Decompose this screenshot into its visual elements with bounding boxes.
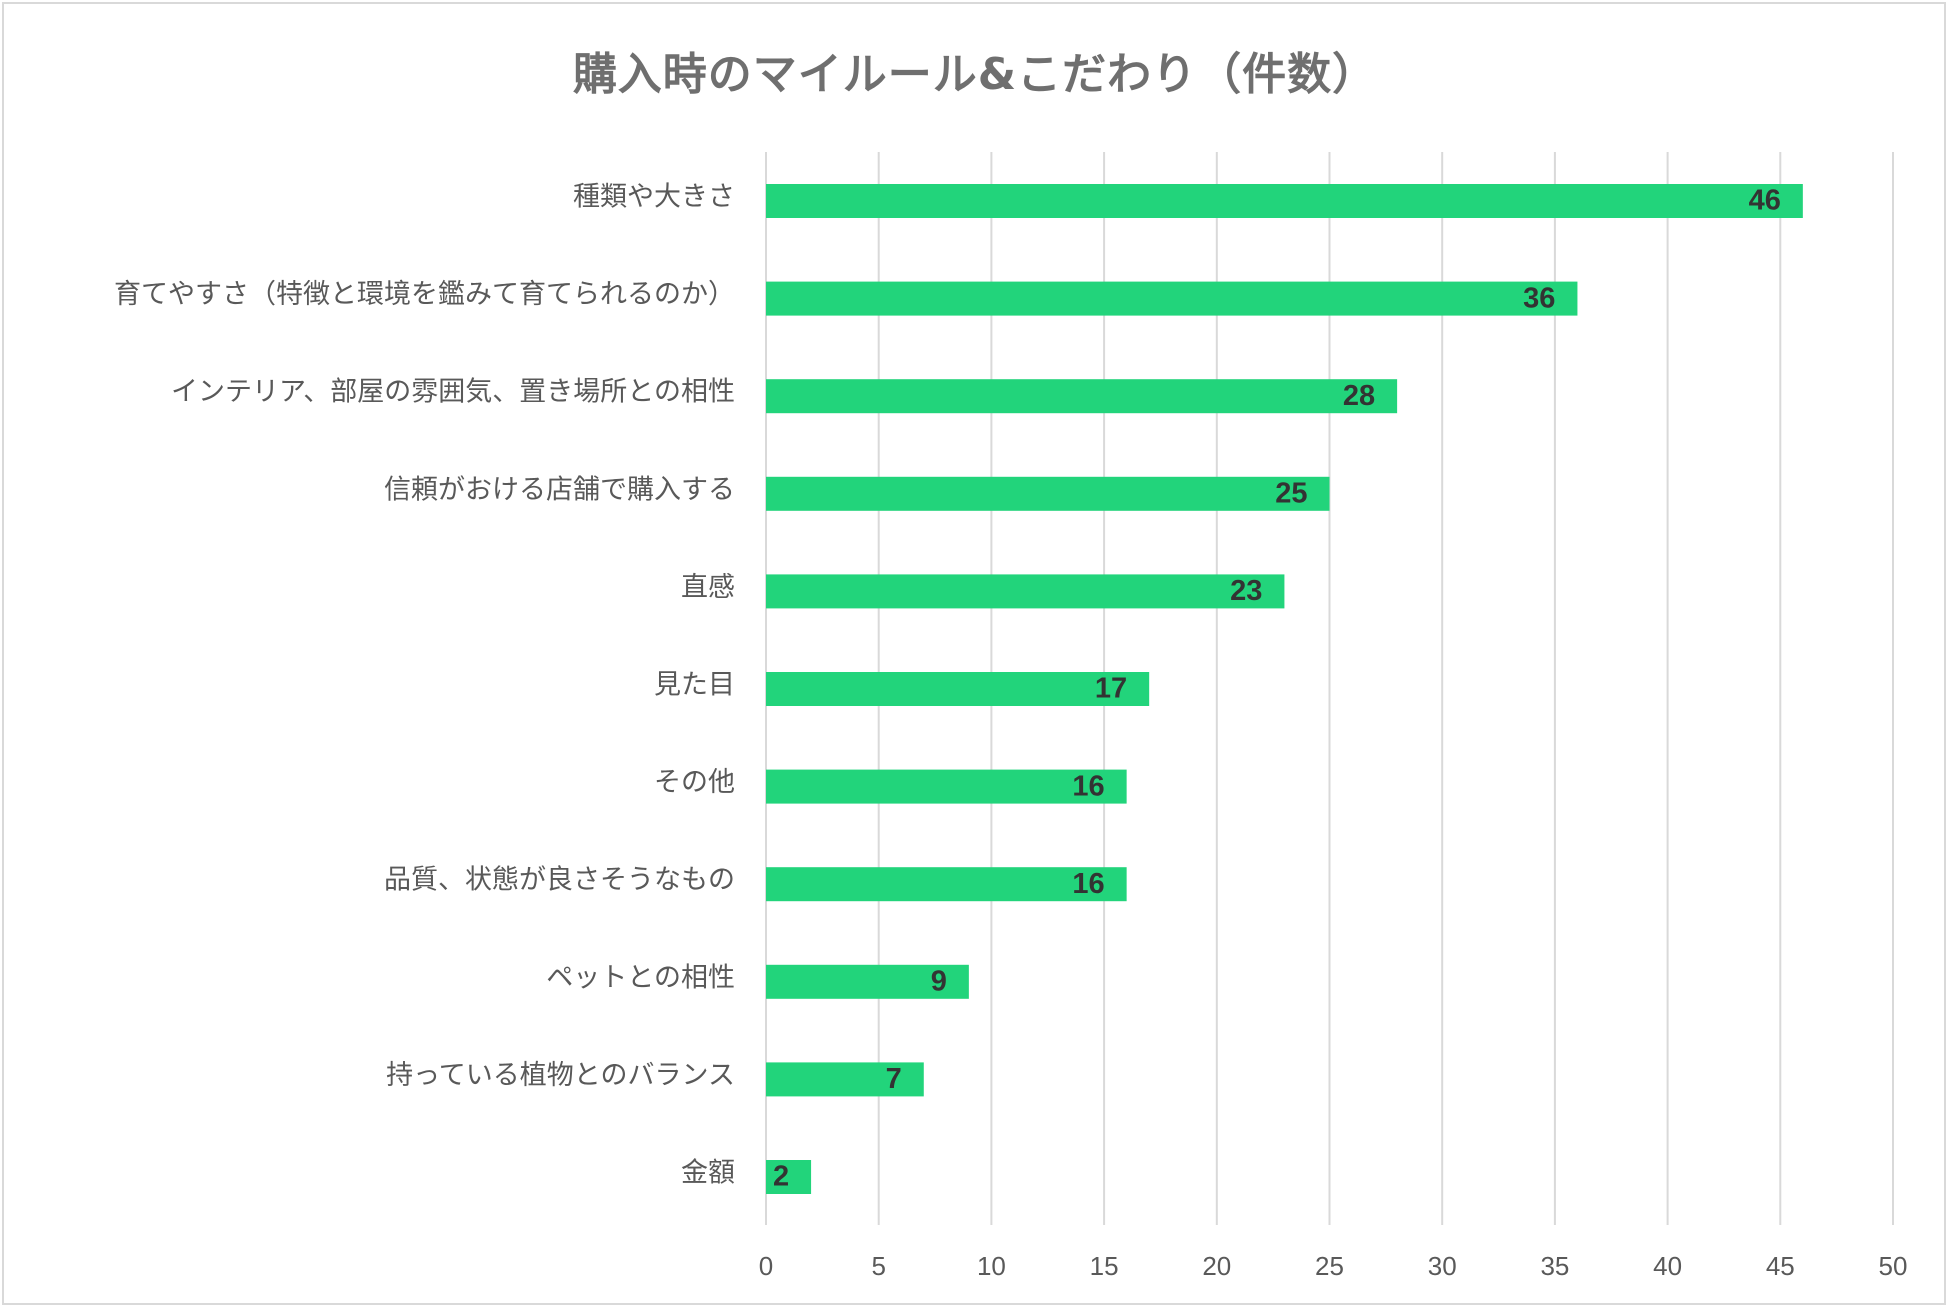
data-label: 9 [931,965,947,997]
bar [766,769,1127,804]
bar [766,672,1150,706]
bar [766,379,1398,414]
data-label: 16 [1072,868,1104,900]
category-label: 信頼がおける店舗で購入する [384,474,735,505]
category-label: 直感 [681,572,735,603]
x-tick-label: 5 [871,1251,885,1281]
x-tick-label: 20 [1202,1251,1231,1281]
x-tick-label: 10 [977,1251,1006,1281]
bar [766,867,1127,902]
category-label: 育てやすさ（特徴と環境を鑑みて育てられるのか） [114,279,735,310]
data-label: 36 [1523,282,1555,314]
category-label: ペットとの相性 [546,962,735,993]
category-label: 見た目 [654,670,735,701]
x-tick-label: 15 [1090,1251,1119,1281]
category-label: インテリア、部屋の雰囲気、置き場所との相性 [171,377,735,408]
data-label: 46 [1749,185,1781,217]
x-tick-label: 25 [1315,1251,1344,1281]
data-label: 16 [1072,770,1104,802]
category-label: 持っている植物とのバランス [386,1060,735,1091]
chart-title: 購入時のマイルール&こだわり（件数） [572,49,1378,100]
data-label: 2 [773,1161,789,1193]
x-tick-label: 45 [1766,1251,1795,1281]
x-tick-label: 30 [1428,1251,1457,1281]
x-tick-label: 35 [1540,1251,1569,1281]
bar [766,184,1803,218]
data-label: 28 [1343,380,1375,412]
x-tick-label: 50 [1879,1251,1908,1281]
bar [766,1160,812,1194]
data-label: 23 [1230,575,1262,607]
x-tick-label: 0 [759,1251,773,1281]
data-label: 7 [886,1063,902,1095]
bar [766,281,1578,316]
bar [766,574,1285,609]
bar [766,964,969,999]
category-label: 品質、状態が良さそうなもの [384,865,735,896]
data-label: 25 [1275,477,1307,509]
bar [766,476,1330,511]
x-tick-label: 40 [1653,1251,1682,1281]
category-label: 種類や大きさ [573,182,735,213]
category-label: 金額 [681,1158,735,1189]
bar [766,1062,924,1097]
data-label: 17 [1095,673,1127,705]
category-label: その他 [654,767,735,798]
